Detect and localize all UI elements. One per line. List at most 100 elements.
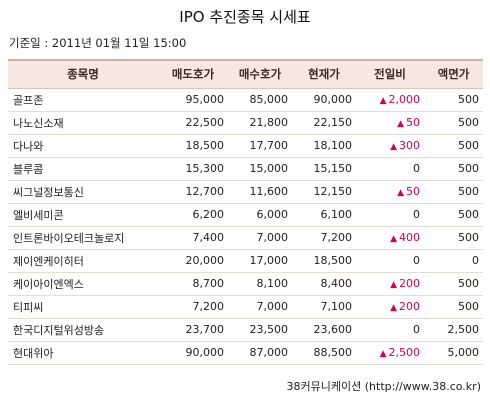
stock-name-cell: 인트론바이오테크놀로지 bbox=[8, 226, 158, 250]
change-cell: ▲ 2,000 bbox=[356, 88, 424, 112]
change-value: 0 bbox=[413, 208, 420, 221]
table-row: 인트론바이오테크놀로지 7,400 7,000 7,200 ▲ 400 500 bbox=[8, 226, 483, 250]
current-price-cell: 7,100 bbox=[292, 295, 356, 319]
stock-name-cell: 케이아이엔엑스 bbox=[8, 272, 158, 296]
bid-price-cell: 8,100 bbox=[228, 272, 292, 296]
table-row: 케이아이엔엑스 8,700 8,100 8,400 ▲ 200 500 bbox=[8, 272, 483, 296]
stock-name-cell: 블루콤 bbox=[8, 157, 158, 181]
change-cell: ▲ 50 bbox=[356, 111, 424, 135]
table-row: 나노신소재 22,500 21,800 22,150 ▲ 50 500 bbox=[8, 111, 483, 135]
bid-price-cell: 17,700 bbox=[228, 134, 292, 158]
current-price-cell: 90,000 bbox=[292, 88, 356, 112]
par-value-cell: 500 bbox=[424, 157, 483, 181]
par-value-cell: 500 bbox=[424, 226, 483, 250]
change-value: 2,000 bbox=[388, 93, 421, 106]
par-value-cell: 500 bbox=[424, 295, 483, 319]
table-row: 티피씨 7,200 7,000 7,100 ▲ 200 500 bbox=[8, 295, 483, 319]
up-triangle-icon: ▲ bbox=[390, 142, 397, 152]
col-header-price: 현재가 bbox=[292, 60, 356, 89]
col-header-par: 액면가 bbox=[424, 60, 483, 89]
col-header-change: 전일비 bbox=[356, 60, 424, 89]
change-value: 50 bbox=[406, 116, 420, 129]
ask-price-cell: 90,000 bbox=[158, 341, 228, 365]
table-row: 다나와 18,500 17,700 18,100 ▲ 300 500 bbox=[8, 134, 483, 158]
table-row: 블루콤 15,300 15,000 15,150 0 500 bbox=[8, 157, 483, 181]
stock-name-cell: 제이엔케이히터 bbox=[8, 249, 158, 273]
table-row: 제이엔케이히터 20,000 17,000 18,500 0 0 bbox=[8, 249, 483, 273]
stock-name-cell: 엘비세미콘 bbox=[8, 203, 158, 227]
up-triangle-icon: ▲ bbox=[379, 349, 387, 359]
ask-price-cell: 15,300 bbox=[158, 157, 228, 181]
quote-table: 종목명 매도호가 매수호가 현재가 전일비 액면가 골프존 95,000 85,00… bbox=[8, 59, 483, 365]
current-price-cell: 18,100 bbox=[292, 134, 356, 158]
up-triangle-icon: ▲ bbox=[390, 303, 397, 313]
table-row: 골프존 95,000 85,000 90,000 ▲ 2,000 500 bbox=[8, 88, 483, 112]
ask-price-cell: 23,700 bbox=[158, 318, 228, 342]
bid-price-cell: 6,000 bbox=[228, 203, 292, 227]
change-cell: 0 bbox=[356, 157, 424, 181]
table-row: 엘비세미콘 6,200 6,000 6,100 0 500 bbox=[8, 203, 483, 227]
stock-name-cell: 한국디지털위성방송 bbox=[8, 318, 158, 342]
change-value: 0 bbox=[413, 323, 420, 336]
bid-price-cell: 85,000 bbox=[228, 88, 292, 112]
stock-name-cell: 다나와 bbox=[8, 134, 158, 158]
up-triangle-icon: ▲ bbox=[379, 96, 387, 106]
ask-price-cell: 18,500 bbox=[158, 134, 228, 158]
page-title: IPO 추진종목 시세표 bbox=[179, 8, 311, 26]
ask-price-cell: 95,000 bbox=[158, 88, 228, 112]
ask-price-cell: 8,700 bbox=[158, 272, 228, 296]
stock-name-cell: 현대위아 bbox=[8, 341, 158, 365]
par-value-cell: 2,500 bbox=[424, 318, 483, 342]
bid-price-cell: 7,000 bbox=[228, 226, 292, 250]
ask-price-cell: 7,200 bbox=[158, 295, 228, 319]
current-price-cell: 18,500 bbox=[292, 249, 356, 273]
par-value-cell: 500 bbox=[424, 180, 483, 204]
current-price-cell: 88,500 bbox=[292, 341, 356, 365]
bid-price-cell: 87,000 bbox=[228, 341, 292, 365]
ask-price-cell: 12,700 bbox=[158, 180, 228, 204]
change-value: 200 bbox=[399, 277, 420, 290]
par-value-cell: 500 bbox=[424, 111, 483, 135]
stock-name-cell: 티피씨 bbox=[8, 295, 158, 319]
table-row: 씨그널정보통신 12,700 11,600 12,150 ▲ 50 500 bbox=[8, 180, 483, 204]
par-value-cell: 0 bbox=[424, 249, 483, 273]
current-price-cell: 23,600 bbox=[292, 318, 356, 342]
current-price-cell: 15,150 bbox=[292, 157, 356, 181]
change-value: 2,500 bbox=[388, 346, 421, 359]
par-value-cell: 500 bbox=[424, 272, 483, 296]
table-header-row: 종목명 매도호가 매수호가 현재가 전일비 액면가 bbox=[8, 60, 483, 89]
bid-price-cell: 7,000 bbox=[228, 295, 292, 319]
change-value: 400 bbox=[399, 231, 420, 244]
change-cell: 0 bbox=[356, 318, 424, 342]
change-value: 0 bbox=[413, 254, 420, 267]
change-cell: ▲ 50 bbox=[356, 180, 424, 204]
table-row: 현대위아 90,000 87,000 88,500 ▲ 2,500 5,000 bbox=[8, 341, 483, 365]
current-price-cell: 8,400 bbox=[292, 272, 356, 296]
change-cell: ▲ 200 bbox=[356, 295, 424, 319]
current-price-cell: 12,150 bbox=[292, 180, 356, 204]
up-triangle-icon: ▲ bbox=[397, 188, 404, 198]
col-header-bid: 매수호가 bbox=[228, 60, 292, 89]
stock-name-cell: 나노신소재 bbox=[8, 111, 158, 135]
ask-price-cell: 6,200 bbox=[158, 203, 228, 227]
bid-price-cell: 15,000 bbox=[228, 157, 292, 181]
change-cell: 0 bbox=[356, 203, 424, 227]
change-value: 300 bbox=[399, 139, 420, 152]
change-value: 0 bbox=[413, 162, 420, 175]
change-value: 50 bbox=[406, 185, 420, 198]
bid-price-cell: 23,500 bbox=[228, 318, 292, 342]
par-value-cell: 500 bbox=[424, 134, 483, 158]
ask-price-cell: 22,500 bbox=[158, 111, 228, 135]
par-value-cell: 5,000 bbox=[424, 341, 483, 365]
change-cell: ▲ 200 bbox=[356, 272, 424, 296]
ask-price-cell: 7,400 bbox=[158, 226, 228, 250]
current-price-cell: 7,200 bbox=[292, 226, 356, 250]
table-row: 한국디지털위성방송 23,700 23,500 23,600 0 2,500 bbox=[8, 318, 483, 342]
par-value-cell: 500 bbox=[424, 88, 483, 112]
change-cell: ▲ 2,500 bbox=[356, 341, 424, 365]
up-triangle-icon: ▲ bbox=[397, 119, 404, 129]
col-header-ask: 매도호가 bbox=[158, 60, 228, 89]
up-triangle-icon: ▲ bbox=[390, 234, 397, 244]
current-price-cell: 6,100 bbox=[292, 203, 356, 227]
par-value-cell: 500 bbox=[424, 203, 483, 227]
